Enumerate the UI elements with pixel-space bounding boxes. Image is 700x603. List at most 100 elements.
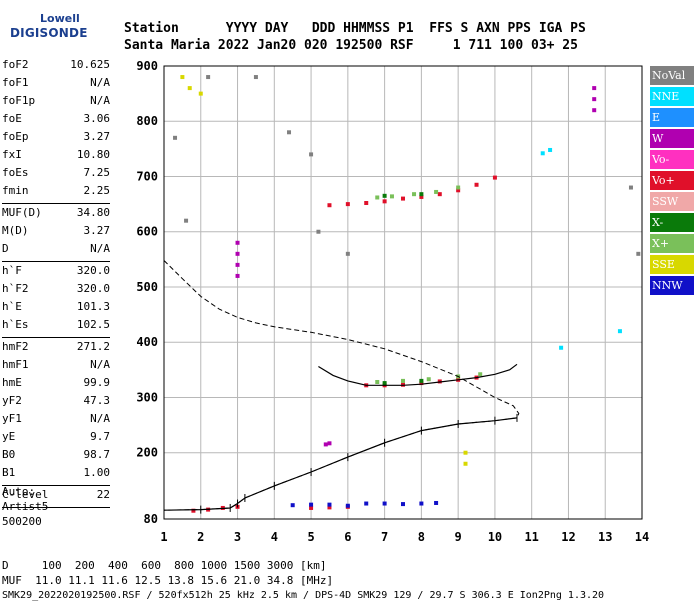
legend-item: NNE: [650, 87, 694, 106]
echo-point: [463, 450, 468, 455]
y-tick-label: 600: [136, 225, 158, 239]
param-name: foF1p: [2, 94, 36, 107]
param-row: MUF(D) 34.80: [2, 206, 110, 224]
echo-point: [327, 441, 332, 446]
echo-point: [474, 182, 479, 187]
param-row: yF2 47.3: [2, 394, 110, 412]
param-row: foF2 10.625: [2, 58, 110, 76]
echo-point: [559, 345, 564, 350]
param-row: foEp 3.27: [2, 130, 110, 148]
echo-point: [401, 378, 405, 383]
echo-point: [187, 86, 192, 91]
param-name: foE: [2, 112, 22, 125]
header-line1: Station YYYY DAY DDD HHMMSS P1 FFS S AXN…: [124, 21, 586, 36]
param-name: h`E: [2, 300, 22, 313]
legend-item: X+: [650, 234, 694, 253]
param-value: 99.9: [83, 376, 111, 389]
echo-point: [636, 251, 641, 256]
param-name: hmF1: [2, 358, 29, 371]
echo-point: [382, 199, 387, 204]
logo-line1: Lowell: [40, 12, 80, 25]
echo-point: [437, 192, 442, 197]
echo-point: [309, 502, 314, 507]
echo-point: [540, 151, 545, 156]
param-value: 3.27: [83, 224, 111, 237]
echo-point: [235, 262, 240, 267]
footer-file: SMK29_2022020192500.RSF / 520fx512h 25 k…: [2, 590, 605, 601]
param-value: 10.80: [76, 148, 110, 161]
echo-point: [235, 273, 240, 278]
legend-item: Vo-: [650, 150, 694, 169]
echo-point: [548, 147, 553, 152]
echo-point: [287, 130, 292, 135]
auto-artist: Artist5: [2, 500, 49, 513]
param-row: h`E 101.3: [2, 300, 110, 318]
param-row: fmin 2.25: [2, 184, 110, 202]
legend-item: W: [650, 129, 694, 148]
echo-point: [235, 251, 240, 256]
param-name: foEs: [2, 166, 29, 179]
echo-point: [412, 192, 417, 197]
echo-point: [592, 86, 597, 91]
param-name: M(D): [2, 224, 29, 237]
echo-point: [327, 505, 332, 510]
echo-point: [401, 502, 405, 507]
echo-point: [345, 503, 350, 508]
separator: [2, 507, 110, 508]
param-name: fmin: [2, 184, 29, 197]
echo-point: [327, 502, 332, 507]
param-value: N/A: [90, 358, 110, 371]
echo-point: [592, 97, 597, 102]
echo-point: [382, 501, 387, 506]
param-name: hmE: [2, 376, 22, 389]
param-name: fxI: [2, 148, 22, 161]
legend-item: NoVal: [650, 66, 694, 85]
param-row: M(D) 3.27: [2, 224, 110, 242]
legend-item: E: [650, 108, 694, 127]
separator: [2, 261, 110, 262]
legend-item: SSE: [650, 255, 694, 274]
param-value: N/A: [90, 94, 110, 107]
param-name: C-level: [2, 488, 49, 501]
param-row: foF1 N/A: [2, 76, 110, 94]
param-value: 320.0: [76, 282, 110, 295]
echo-point: [191, 508, 196, 513]
echo-point: [198, 91, 203, 96]
param-row: h`F 320.0: [2, 264, 110, 282]
x-tick-label: 14: [635, 530, 649, 544]
param-row: B0 98.7: [2, 448, 110, 466]
param-row: hmF2 271.2: [2, 340, 110, 358]
profile-curve: [163, 260, 520, 511]
echo-point: [345, 202, 350, 207]
param-name: foEp: [2, 130, 29, 143]
echo-point: [419, 378, 424, 383]
y-tick-label: 300: [136, 390, 158, 404]
x-tick-label: 8: [418, 530, 425, 544]
echo-point: [463, 461, 468, 466]
param-name: B1: [2, 466, 16, 479]
param-name: foF1: [2, 76, 29, 89]
echo-point: [206, 75, 211, 80]
echo-point: [323, 442, 328, 447]
y-tick-label: 800: [136, 114, 158, 128]
separator: [2, 485, 110, 486]
param-value: 47.3: [83, 394, 111, 407]
separator: [2, 337, 110, 338]
echo-point: [478, 372, 483, 377]
x-tick-label: 6: [344, 530, 351, 544]
param-row: yE 9.7: [2, 430, 110, 448]
echo-point: [419, 501, 424, 506]
echo-point: [309, 152, 314, 157]
param-name: D: [2, 242, 9, 255]
param-row: D N/A: [2, 242, 110, 260]
echo-point: [456, 185, 461, 190]
param-value: 22: [96, 488, 110, 501]
echo-point: [389, 194, 394, 199]
param-value: N/A: [90, 242, 110, 255]
param-name: foF2: [2, 58, 29, 71]
echo-point: [316, 229, 321, 234]
echo-point: [492, 175, 497, 180]
auto-label: Auto:: [2, 485, 36, 498]
param-value: 9.7: [90, 430, 110, 443]
echo-point: [382, 381, 387, 386]
